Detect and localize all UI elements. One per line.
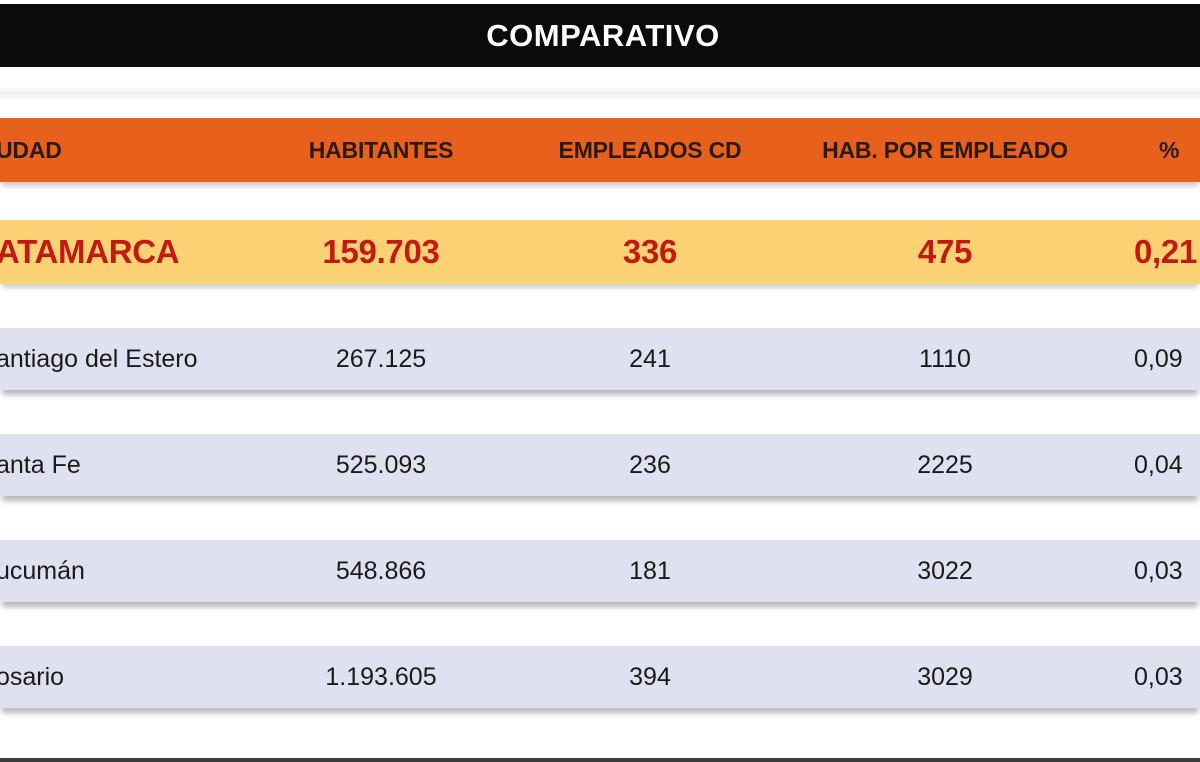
title-bar: COMPARATIVO xyxy=(0,4,1200,67)
row-hab-por-empleado: 1110 xyxy=(919,344,971,373)
row-percent: 0,04 xyxy=(1134,450,1183,479)
row-empleados: 181 xyxy=(629,556,671,585)
row-habitantes: 525.093 xyxy=(335,450,427,479)
row-habitantes: 1.193.605 xyxy=(325,662,437,691)
row-habitantes: 267.125 xyxy=(335,344,427,373)
table-row: ucumán 548.866 181 3022 0,03 xyxy=(0,540,1200,602)
row-hab-por-empleado: 3029 xyxy=(917,662,973,691)
row-ciudad: osario xyxy=(0,662,65,691)
highlight-empleados: 336 xyxy=(622,233,678,270)
highlight-row: ATAMARCA 159.703 336 475 0,21 xyxy=(0,220,1200,284)
header-ciudad: UDAD xyxy=(0,136,62,163)
highlight-ciudad: ATAMARCA xyxy=(0,233,180,270)
header-percent: % xyxy=(1159,136,1180,163)
highlight-habitantes: 159.703 xyxy=(322,233,440,270)
header-empleados: EMPLEADOS CD xyxy=(558,136,742,163)
header-habitantes: HABITANTES xyxy=(308,136,454,163)
table-title: COMPARATIVO xyxy=(486,17,720,53)
row-habitantes: 548.866 xyxy=(335,556,427,585)
table-row: antiago del Estero 267.125 241 1110 0,09 xyxy=(0,328,1200,390)
row-hab-por-empleado: 3022 xyxy=(917,556,973,585)
header-row: UDAD HABITANTES EMPLEADOS CD HAB. POR EM… xyxy=(0,118,1200,182)
row-ciudad: anta Fe xyxy=(0,450,81,479)
row-percent: 0,09 xyxy=(1134,344,1183,373)
bottom-border xyxy=(0,758,1200,762)
row-percent: 0,03 xyxy=(1134,556,1183,585)
decorative-strip xyxy=(0,86,1200,100)
table-row: anta Fe 525.093 236 2225 0,04 xyxy=(0,434,1200,496)
highlight-hab-por-empleado: 475 xyxy=(917,233,973,270)
row-ciudad: antiago del Estero xyxy=(0,344,198,373)
row-ciudad: ucumán xyxy=(0,556,85,585)
row-empleados: 394 xyxy=(629,662,671,691)
row-hab-por-empleado: 2225 xyxy=(917,450,973,479)
row-empleados: 241 xyxy=(629,344,671,373)
table-row: osario 1.193.605 394 3029 0,03 xyxy=(0,646,1200,708)
row-empleados: 236 xyxy=(629,450,671,479)
highlight-percent: 0,21 xyxy=(1134,233,1198,270)
header-hab-por-empleado: HAB. POR EMPLEADO xyxy=(822,136,1068,163)
row-percent: 0,03 xyxy=(1134,662,1183,691)
